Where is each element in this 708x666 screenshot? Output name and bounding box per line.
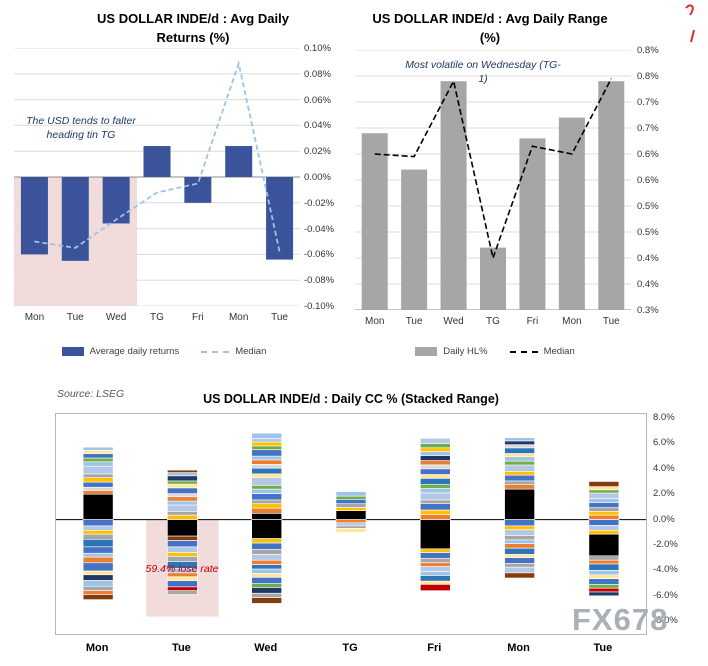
stacked-x-axis: Mon Tue Wed TG Fri Mon Tue [55,642,645,656]
range-legend: Daily HL% Median [355,346,635,357]
legend-item-daily-hl: Daily HL% [415,346,488,357]
xtick-label: Mon [364,316,385,327]
xtick3-label: Tue [172,642,191,654]
ytick-label: 6.0% [653,437,675,449]
ytick-label: 0.5% [637,227,659,238]
xtick3-label: Mon [507,642,530,654]
legend-label: Median [543,346,575,357]
xtick-label: Mon [24,312,45,323]
red-pen-marks [685,4,695,43]
ytick-label: 2.0% [653,488,675,500]
xtick-label: Wed [105,312,127,323]
ytick-label: 0.8% [637,45,659,56]
xtick-label: Mon [562,316,582,327]
stacked-chart-plot [55,413,647,635]
returns-chart-title: US DOLLAR INDE/d : Avg Daily Returns (%) [97,11,289,45]
ytick-label: 4.0% [653,462,675,474]
ytick-label: 0.06% [304,94,331,106]
source-note: Source: LSEG [57,388,125,400]
ytick-label: 0.5% [637,201,659,212]
ytick-label: -0.02% [304,197,335,209]
xtick3-label: Fri [427,642,442,654]
returns-annotation: The USD tends to falter heading tin TG [26,115,136,142]
ytick-label: 0.08% [304,68,331,80]
returns-legend: Average daily returns Median [14,346,314,357]
legend-item-median: Median [509,346,575,357]
ytick-label: -0.04% [304,223,335,235]
ytick-label: -0.10% [304,301,335,312]
ytick-label: -8.0% [653,615,678,627]
lose-rate-annotation: 59.4% lose rate [145,563,219,575]
xtick3-label: Tue [593,642,613,654]
returns-x-axis: Mon Tue Wed TG Fri Mon Tue [14,312,300,326]
dashed-line-icon [201,350,230,353]
xtick-label: Tue [602,316,620,327]
stacked-chart-title: US DOLLAR INDE/d : Daily CC % (Stacked R… [203,392,499,406]
ytick-label: 0.6% [637,175,659,186]
legend-label: Median [235,346,267,357]
ytick-label: 0.10% [304,43,331,54]
range-chart-plot: Most volatile on Wednesday (TG-1) [355,50,631,310]
returns-chart-canvas [14,48,300,306]
legend-label: Daily HL% [443,346,488,357]
stacked-chart-canvas [56,432,646,617]
xtick3-label: Wed [254,642,278,654]
ytick-label: 0.3% [637,305,659,316]
xtick-label: TG [150,312,164,323]
ytick-label: 8.0% [653,412,675,423]
xtick3-label: TG [342,642,358,654]
ytick-label: 0.00% [304,172,331,183]
ytick-label: -0.06% [304,249,335,261]
ytick-label: -6.0% [653,589,678,601]
ytick-label: 0.4% [637,253,659,264]
xtick-label: Fri [192,312,204,323]
ytick-label: -0.08% [304,275,335,287]
range-annotation: Most volatile on Wednesday (TG-1) [405,59,561,86]
returns-y-axis: 0.10% 0.08% 0.06% 0.04% 0.02% 0.00% -0.02% -0.0… [304,43,346,312]
range-chart-canvas [355,50,631,310]
ytick-label: 0.7% [637,97,659,108]
ytick-label: 0.02% [304,146,331,158]
range-chart-title: US DOLLAR INDE/d : Avg Daily Range (%) [372,11,608,45]
range-x-axis: Mon Tue Wed TG Fri Mon Tue [355,316,631,330]
bar-swatch-icon [415,347,438,356]
legend-label: Average daily returns [89,346,180,357]
ytick-label: 0.6% [637,149,659,160]
ytick-label: -4.0% [653,564,678,576]
ytick-label: 0.7% [637,123,659,134]
legend-item-median: Median [201,346,266,357]
bar-swatch-icon [61,347,84,356]
xtick-label: Tue [271,312,288,323]
ytick-label: 0.8% [637,71,659,82]
ytick-label: 0.4% [637,279,659,290]
ytick-label: 0.0% [653,513,675,525]
stacked-y-axis: 8.0% 6.0% 4.0% 2.0% 0.0% -2.0% -4.0% -6.0% -8.0% [653,412,695,635]
legend-item-avg-returns: Average daily returns [61,346,180,357]
xtick-label: Tue [405,316,423,327]
ytick-label: -2.0% [653,539,678,550]
returns-chart-plot: The USD tends to falter heading tin TG [14,48,300,306]
dashed-line-icon [509,350,538,353]
fx678-watermark: FX678 [572,602,669,637]
xtick-label: Wed [443,316,464,327]
xtick-label: TG [486,316,500,327]
ytick-label: 0.04% [304,120,331,132]
xtick-label: Mon [228,312,249,323]
xtick-label: Fri [526,316,539,327]
xtick3-label: Mon [85,642,109,654]
xtick-label: Tue [66,312,84,323]
range-y-axis: 0.8% 0.8% 0.7% 0.7% 0.6% 0.6% 0.5% 0.5% 0.4% 0.4%… [637,45,679,316]
